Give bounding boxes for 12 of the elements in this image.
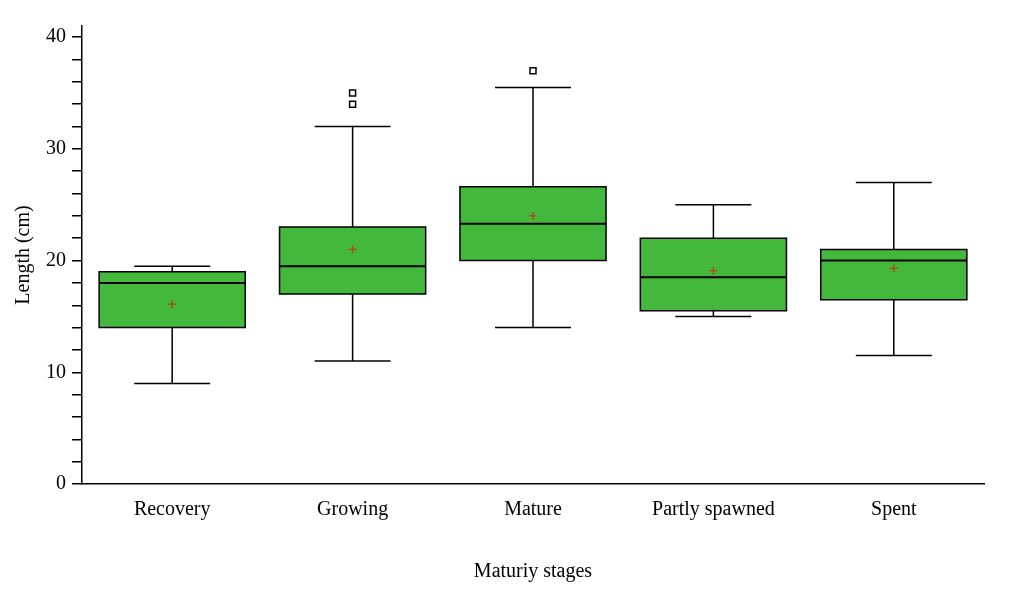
x-tick-label: Partly spawned — [652, 497, 775, 521]
x-tick-label: Mature — [504, 497, 562, 520]
y-tick-label: 20 — [46, 247, 66, 270]
x-tick-label: Growing — [317, 497, 389, 521]
x-tick-label: Recovery — [133, 497, 211, 521]
y-tick-label: 0 — [56, 471, 66, 494]
y-tick-label: 10 — [46, 359, 66, 382]
y-tick-label: 30 — [46, 136, 66, 159]
x-tick-label: Spent — [871, 497, 918, 521]
x-axis-title: Maturiy stages — [473, 559, 593, 583]
y-tick-label: 40 — [46, 24, 66, 47]
y-axis-title: Length (cm) — [11, 205, 35, 305]
